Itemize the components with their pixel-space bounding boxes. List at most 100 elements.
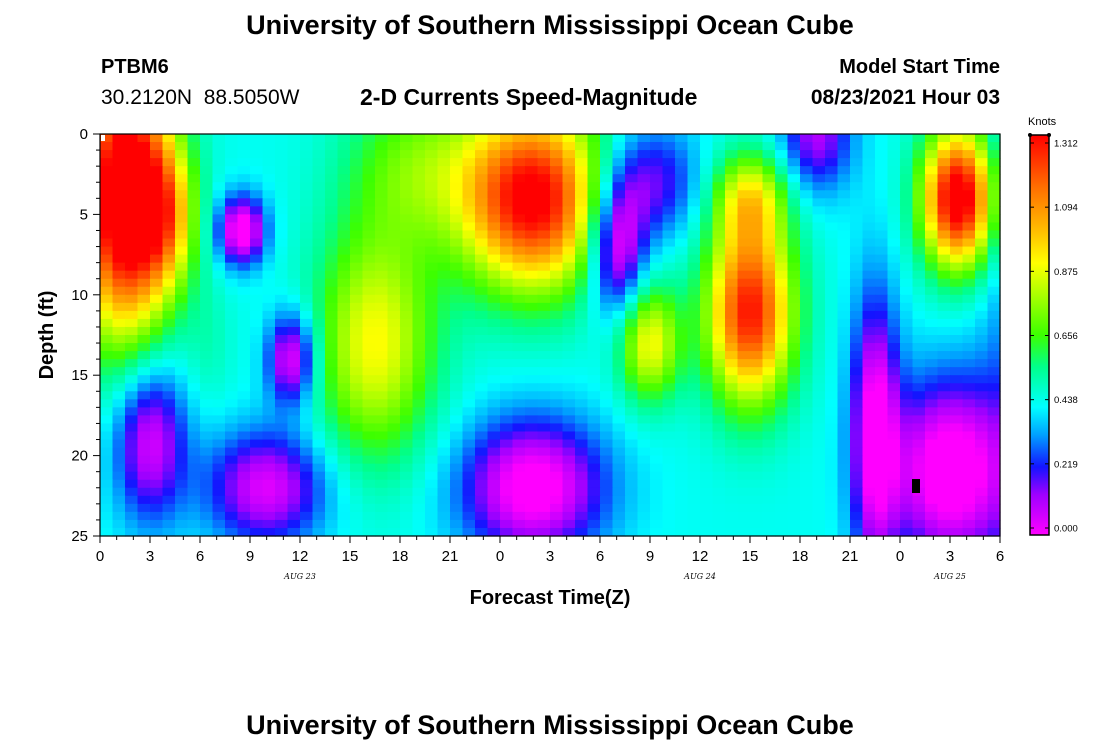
heatmap-cell (525, 214, 539, 224)
heatmap-cell (325, 318, 339, 328)
date-label: AUG 25 (933, 572, 966, 581)
heatmap-cell (212, 222, 226, 232)
heatmap-cell (312, 214, 326, 224)
heatmap-cell (675, 198, 689, 207)
heatmap-cell (112, 463, 126, 473)
heatmap-cell (700, 318, 714, 328)
heatmap-cell (575, 439, 589, 449)
heatmap-cell (875, 479, 889, 489)
heatmap-cell (675, 214, 689, 224)
heatmap-cell (725, 310, 739, 320)
heatmap-cell (900, 174, 914, 183)
heatmap-cell (900, 214, 914, 224)
heatmap-cell (375, 503, 389, 513)
heatmap-cell (100, 431, 114, 441)
heatmap-cell (800, 447, 814, 457)
heatmap-cell (412, 479, 426, 489)
heatmap-cell (987, 134, 1001, 143)
heatmap-cell (600, 302, 614, 312)
heatmap-cell (337, 511, 351, 521)
heatmap-cell (637, 343, 651, 352)
heatmap-cell (412, 471, 426, 481)
heatmap-cell (987, 326, 1001, 336)
heatmap-cell (425, 214, 439, 224)
heatmap-cell (300, 351, 314, 360)
heatmap-cell (662, 326, 676, 336)
heatmap-cell (250, 415, 264, 425)
heatmap-cell (237, 310, 251, 320)
heatmap-cell (712, 150, 726, 159)
heatmap-cell (212, 286, 226, 296)
heatmap-cell (887, 230, 901, 240)
heatmap-cell (437, 206, 451, 215)
heatmap-cell (375, 238, 389, 248)
heatmap-cell (762, 326, 776, 336)
heatmap-cell (937, 206, 951, 215)
heatmap-cell (725, 166, 739, 175)
heatmap-cell (587, 455, 601, 465)
heatmap-cell (312, 487, 326, 497)
heatmap-cell (287, 222, 301, 232)
heatmap-cell (387, 326, 401, 336)
heatmap-cell (712, 270, 726, 280)
heatmap-cell (400, 278, 414, 288)
heatmap-cell (437, 190, 451, 199)
heatmap-cell (550, 182, 564, 191)
heatmap-cell (825, 142, 839, 151)
heatmap-cell (900, 294, 914, 304)
heatmap-cell (312, 423, 326, 433)
heatmap-cell (725, 222, 739, 232)
heatmap-cell (212, 206, 226, 215)
heatmap-cell (112, 206, 126, 215)
heatmap-cell (725, 399, 739, 408)
heatmap-cell (425, 479, 439, 489)
heatmap-cell (725, 503, 739, 513)
heatmap-cell (687, 278, 701, 288)
heatmap-cell (600, 142, 614, 151)
heatmap-cell (500, 222, 514, 232)
heatmap-cell (200, 182, 214, 191)
heatmap-cell (762, 270, 776, 280)
heatmap-cell (712, 198, 726, 207)
heatmap-cell (850, 367, 864, 376)
heatmap-cell (887, 158, 901, 167)
heatmap-cell (512, 335, 526, 344)
heatmap-cell (100, 286, 114, 296)
heatmap-cell (662, 286, 676, 296)
heatmap-cell (712, 415, 726, 425)
heatmap-cell (675, 158, 689, 167)
heatmap-cell (250, 238, 264, 248)
heatmap-cell (750, 326, 764, 336)
heatmap-cell (775, 174, 789, 183)
heatmap-cell (712, 455, 726, 465)
heatmap-cell (900, 286, 914, 296)
heatmap-cell (650, 463, 664, 473)
y-tick-label: 5 (80, 206, 88, 223)
heatmap-cell (837, 174, 851, 183)
heatmap-cell (912, 495, 926, 505)
heatmap-cell (187, 222, 201, 232)
heatmap-cell (762, 511, 776, 521)
heatmap-cell (450, 511, 464, 521)
heatmap-cell (975, 407, 989, 416)
heatmap-cell (362, 230, 376, 240)
heatmap-cell (775, 527, 789, 537)
heatmap-cell (537, 150, 551, 159)
heatmap-cell (325, 246, 339, 256)
heatmap-cell (287, 519, 301, 529)
heatmap-cell (562, 495, 576, 505)
heatmap-cell (900, 367, 914, 376)
heatmap-cell (212, 359, 226, 368)
heatmap-cell (650, 527, 664, 537)
heatmap-cell (275, 335, 289, 344)
heatmap-cell (462, 359, 476, 368)
heatmap-cell (287, 471, 301, 481)
heatmap-cell (275, 367, 289, 376)
heatmap-cell (400, 198, 414, 207)
heatmap-cell (550, 238, 564, 248)
heatmap-cell (100, 415, 114, 425)
heatmap-cell (850, 310, 864, 320)
heatmap-cell (987, 335, 1001, 344)
heatmap-cell (562, 415, 576, 425)
heatmap-cell (262, 503, 276, 513)
